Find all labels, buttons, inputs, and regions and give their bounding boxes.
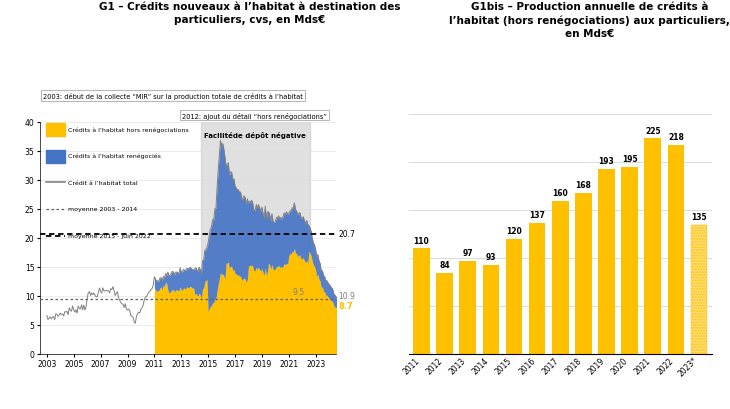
Text: 195: 195 bbox=[622, 155, 637, 164]
Bar bbox=[413, 249, 430, 354]
Text: moyenne 2015 - juin 2022: moyenne 2015 - juin 2022 bbox=[68, 234, 151, 238]
Bar bbox=[667, 146, 684, 354]
Text: 225: 225 bbox=[645, 126, 661, 135]
Text: 9.5: 9.5 bbox=[293, 288, 305, 297]
Bar bbox=[483, 265, 499, 354]
Text: Crédit à l’habitat total: Crédit à l’habitat total bbox=[68, 180, 138, 185]
Bar bbox=[552, 201, 569, 354]
Text: 135: 135 bbox=[691, 212, 707, 221]
Text: 2012: ajout du détail “hors renégociations”: 2012: ajout du détail “hors renégociatio… bbox=[182, 112, 327, 119]
Text: 110: 110 bbox=[414, 236, 429, 245]
Bar bbox=[201, 123, 310, 354]
Text: 20.7: 20.7 bbox=[339, 230, 356, 239]
Text: 168: 168 bbox=[575, 181, 591, 190]
Bar bbox=[621, 168, 638, 354]
Text: 8.7: 8.7 bbox=[339, 301, 353, 310]
Bar bbox=[691, 225, 707, 354]
Text: G1 – Crédits nouveaux à l’habitat à destination des
particuliers, cvs, en Mds€: G1 – Crédits nouveaux à l’habitat à dest… bbox=[99, 2, 400, 25]
Bar bbox=[598, 170, 615, 354]
Bar bbox=[529, 223, 545, 354]
Text: 193: 193 bbox=[599, 157, 615, 166]
FancyBboxPatch shape bbox=[46, 151, 65, 163]
Text: 137: 137 bbox=[529, 210, 545, 219]
Text: 10.9: 10.9 bbox=[339, 292, 356, 301]
Text: Facilitéde dépôt négative: Facilitéde dépôt négative bbox=[204, 131, 306, 138]
Text: 2003: début de la collecte “MIR” sur la production totale de crédits à l’habitat: 2003: début de la collecte “MIR” sur la … bbox=[43, 93, 303, 100]
Bar bbox=[437, 274, 453, 354]
Text: moyenne 2003 - 2014: moyenne 2003 - 2014 bbox=[68, 207, 137, 212]
Bar bbox=[645, 139, 661, 354]
Text: 93: 93 bbox=[485, 252, 496, 261]
Text: 97: 97 bbox=[463, 248, 473, 257]
Bar bbox=[506, 239, 523, 354]
Bar bbox=[575, 193, 592, 354]
Text: 218: 218 bbox=[668, 133, 684, 142]
Text: 120: 120 bbox=[506, 227, 522, 236]
FancyBboxPatch shape bbox=[46, 124, 65, 137]
Text: G1bis – Production annuelle de crédits à
l’habitat (hors renégociations) aux par: G1bis – Production annuelle de crédits à… bbox=[449, 2, 730, 39]
Text: 84: 84 bbox=[439, 261, 450, 270]
Bar bbox=[459, 261, 476, 354]
Text: Crédits à l’habitat renégociés: Crédits à l’habitat renégociés bbox=[68, 153, 161, 159]
Text: Crédits à l’habitat hors renégociations: Crédits à l’habitat hors renégociations bbox=[68, 127, 189, 133]
Text: 160: 160 bbox=[553, 188, 568, 197]
